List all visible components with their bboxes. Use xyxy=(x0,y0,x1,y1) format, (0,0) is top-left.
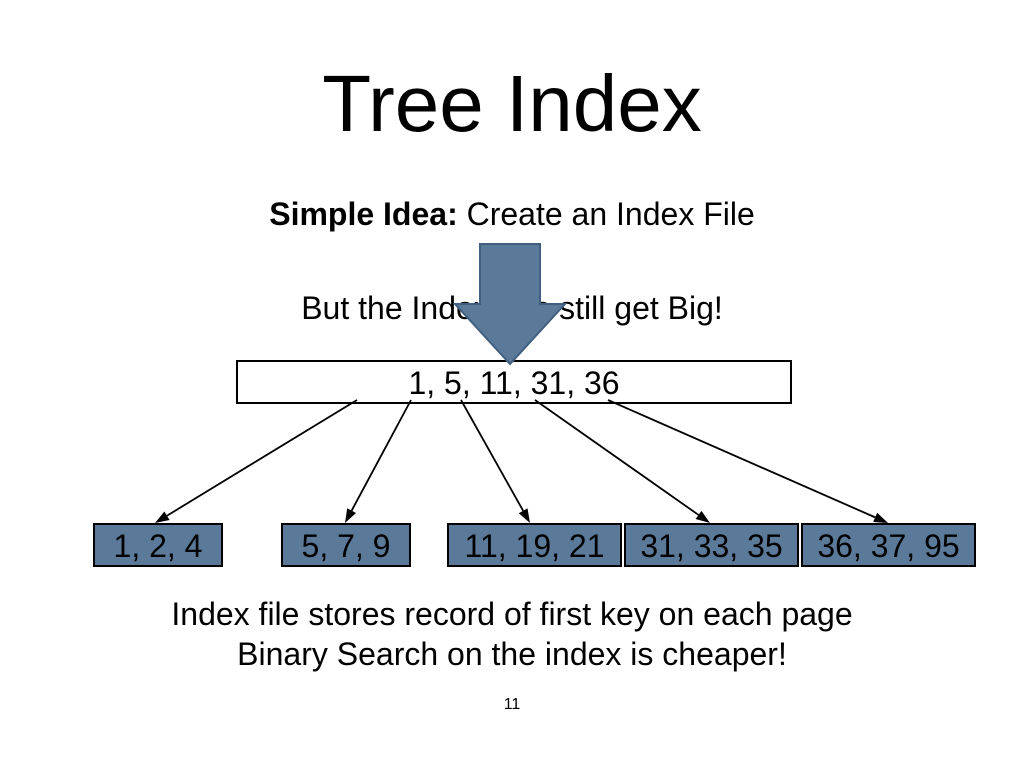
connector-arrowhead-icon xyxy=(519,508,530,523)
connector-line xyxy=(167,400,357,516)
connector-line xyxy=(352,400,411,511)
connector-arrowhead-icon xyxy=(873,513,888,523)
connector-arrowhead-icon xyxy=(155,511,170,523)
subtitle-bold: Simple Idea: xyxy=(269,196,458,232)
leaf-node: 5, 7, 9 xyxy=(281,523,411,567)
footer-line-1: Index file stores record of first key on… xyxy=(0,596,1024,633)
leaf-node: 36, 37, 95 xyxy=(801,523,976,567)
connector-arrowhead-icon xyxy=(345,508,356,523)
connector-arrowhead-icon xyxy=(696,511,710,523)
slide: Tree Index Simple Idea: Create an Index … xyxy=(0,0,1024,768)
index-node: 1, 5, 11, 31, 36 xyxy=(236,360,792,404)
leaf-node: 1, 2, 4 xyxy=(93,523,223,567)
page-number: 11 xyxy=(0,696,1024,714)
leaf-node: 31, 33, 35 xyxy=(624,523,799,567)
connector-line xyxy=(608,400,875,517)
subtitle-line: Simple Idea: Create an Index File xyxy=(0,196,1024,233)
leaf-node: 11, 19, 21 xyxy=(447,523,622,567)
connector-line xyxy=(461,400,523,511)
subtitle-rest: Create an Index File xyxy=(458,196,755,232)
caveat-line: But the Index can still get Big! xyxy=(0,290,1024,327)
connector-line xyxy=(535,400,699,515)
footer-line-2: Binary Search on the index is cheaper! xyxy=(0,636,1024,673)
slide-title: Tree Index xyxy=(0,58,1024,150)
